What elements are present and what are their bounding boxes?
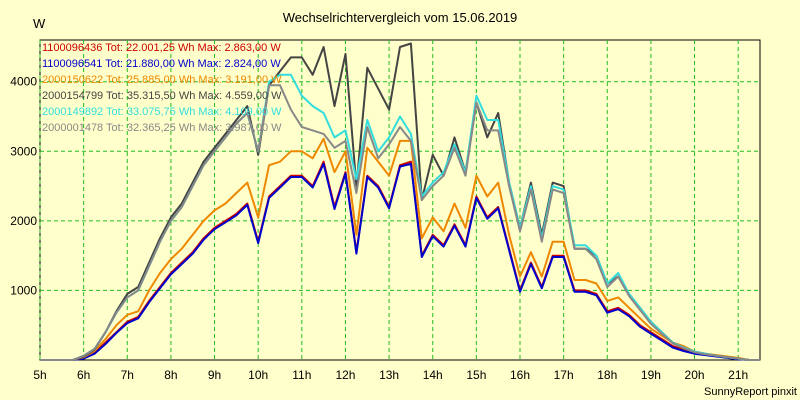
x-tick-label: 15h — [466, 368, 486, 382]
legend-entry-2000154799: 2000154799 Tot: 35.315,50 Wh Max: 4.559,… — [42, 90, 282, 102]
series-line-1100096541 — [40, 162, 760, 361]
x-tick-label: 18h — [597, 368, 617, 382]
x-tick-label: 7h — [121, 368, 134, 382]
series-lines — [40, 42, 760, 361]
y-tick-label: 3000 — [10, 144, 37, 158]
x-tick-label: 10h — [248, 368, 268, 382]
x-tick-label: 20h — [685, 368, 705, 382]
legend-entry-2000149892: 2000149892 Tot: 33.075,75 Wh Max: 4.109,… — [42, 106, 282, 118]
x-tick-label: 16h — [510, 368, 530, 382]
footer-credit: SunnyReport pinxit — [704, 386, 797, 398]
chart-title: Wechselrichtervergleich vom 15.06.2019 — [283, 10, 518, 25]
series-line-2000001478 — [40, 84, 760, 361]
x-tick-label: 19h — [641, 368, 661, 382]
x-tick-label: 9h — [208, 368, 221, 382]
plot-area — [39, 39, 761, 361]
x-tick-label: 13h — [379, 368, 399, 382]
axis-ticks: 5h 6h 7h 8h 9h 10h 11h 12h 13h 14h 15h 16h 17h 18h 19h… — [10, 75, 748, 382]
legend-entry-1100096436: 1100096436 Tot: 22.001,25 Wh Max: 2.863,… — [42, 42, 281, 54]
x-tick-label: 17h — [554, 368, 574, 382]
x-tick-label: 12h — [335, 368, 355, 382]
legend: 1100096436 Tot: 22.001,25 Wh Max: 2.863,… — [42, 42, 282, 134]
x-tick-label: 21h — [728, 368, 748, 382]
y-tick-label: 2000 — [10, 214, 37, 228]
y-axis-unit: W — [33, 16, 46, 31]
legend-entry-2000150622: 2000150622 Tot: 25.885,00 Wh Max: 3.191,… — [42, 74, 282, 86]
x-tick-label: 14h — [423, 368, 443, 382]
grid-lines — [39, 40, 760, 360]
y-tick-label: 4000 — [10, 75, 37, 89]
x-tick-label: 8h — [164, 368, 177, 382]
legend-entry-2000001478: 2000001478 Tot: 32.365,25 Wh Max: 3.987,… — [42, 122, 282, 134]
x-tick-label: 11h — [292, 368, 311, 382]
legend-entry-1100096541: 1100096541 Tot: 21.880,00 Wh Max: 2.824,… — [42, 58, 281, 70]
x-tick-label: 6h — [77, 368, 90, 382]
series-line-2000150622 — [40, 137, 760, 361]
x-tick-label: 5h — [33, 368, 46, 382]
y-tick-label: 1000 — [10, 283, 37, 297]
